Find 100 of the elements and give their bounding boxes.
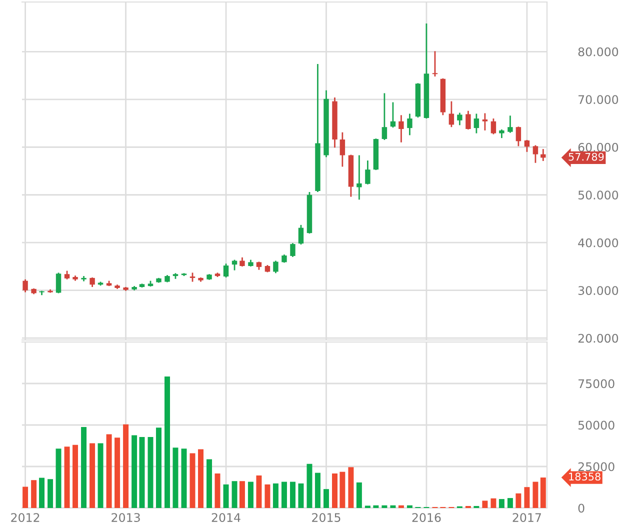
candlestick [407,113,412,136]
bar [507,498,513,508]
y-tick-label: 50.000 [578,190,618,200]
bar [214,473,220,508]
bar [390,505,396,508]
bar [281,482,287,508]
candlestick [56,272,62,294]
candlestick [340,132,346,168]
bar [206,459,212,508]
bar [64,446,70,508]
candlestick [508,114,513,134]
bar [181,448,187,508]
bar [382,505,388,508]
bar [323,489,329,508]
bar [132,435,138,508]
bar [314,472,320,508]
x-tick-label: 2016 [412,513,441,522]
candlestick [240,256,245,268]
y-tick-label: 40.000 [578,238,618,248]
bar [22,486,28,508]
bar [248,482,254,508]
candlestick [356,154,362,200]
y-tick-label: 0 [578,504,584,513]
bar [106,434,112,508]
x-tick-label: 2013 [112,513,140,522]
bar [373,505,379,508]
bar [272,483,278,508]
bar [72,444,78,508]
bar [348,467,354,508]
bar [223,484,229,508]
bar [164,376,170,508]
candlestick [474,113,480,134]
annotation: 57.789 [568,152,604,161]
bar [264,484,270,508]
bar [198,449,204,508]
candlestick [22,278,28,293]
annotation: 18358 [569,472,600,481]
bar [56,448,62,508]
bar [81,426,87,508]
candlestick [390,102,396,128]
candlestick [540,148,546,162]
candlestick [432,50,438,78]
y-tick-label: 80.000 [578,47,618,56]
bar [172,448,178,508]
bar [482,500,488,508]
bar [232,481,238,508]
candlestick [524,139,530,153]
candlestick [516,126,522,147]
x-tick-label: 2015 [312,513,340,522]
x-tick-label: 2017 [512,513,541,522]
candlestick [298,224,304,246]
bar [139,436,145,508]
bar [540,478,546,508]
bar [532,482,538,508]
bar [524,487,530,508]
bar [298,483,304,508]
candlestick [190,272,196,282]
candlestick [90,276,95,288]
candlestick [466,110,471,130]
bar [256,475,262,508]
bar [148,436,154,508]
candlestick [532,144,538,164]
bar [98,443,104,508]
candlestick [398,114,404,144]
candlestick [223,262,229,278]
bar [340,472,346,508]
candlestick [382,92,388,141]
y-tick-label: 20.000 [578,334,618,343]
bar [156,428,162,508]
candlestick [448,100,454,128]
y-tick-label: 75000 [578,379,614,388]
x-tick-label: 2014 [212,513,240,522]
y-tick-label: 30.000 [578,286,618,296]
bar [356,482,362,508]
bar [406,505,412,508]
bar [290,482,296,508]
bar [48,479,54,508]
candlestick [365,160,370,186]
bar [239,481,245,508]
bar [90,443,96,508]
bar [114,438,120,508]
candlestick [482,112,488,132]
x-tick-label: 2012 [11,513,40,522]
candlestick [457,112,462,126]
bar [332,473,338,508]
bar [490,498,496,508]
y-tick-label: 60.000 [578,142,618,152]
candlestick [490,118,496,135]
bar [190,453,196,508]
candlestick [290,242,296,258]
bar [31,480,37,508]
bar [39,478,45,508]
y-tick-label: 25000 [578,462,614,472]
y-tick-label: 70.000 [578,95,618,104]
bar [516,493,522,508]
bar [123,424,129,508]
bar [498,499,504,508]
bar [398,505,404,508]
candlestick [273,260,278,274]
y-tick-label: 50000 [578,420,614,430]
